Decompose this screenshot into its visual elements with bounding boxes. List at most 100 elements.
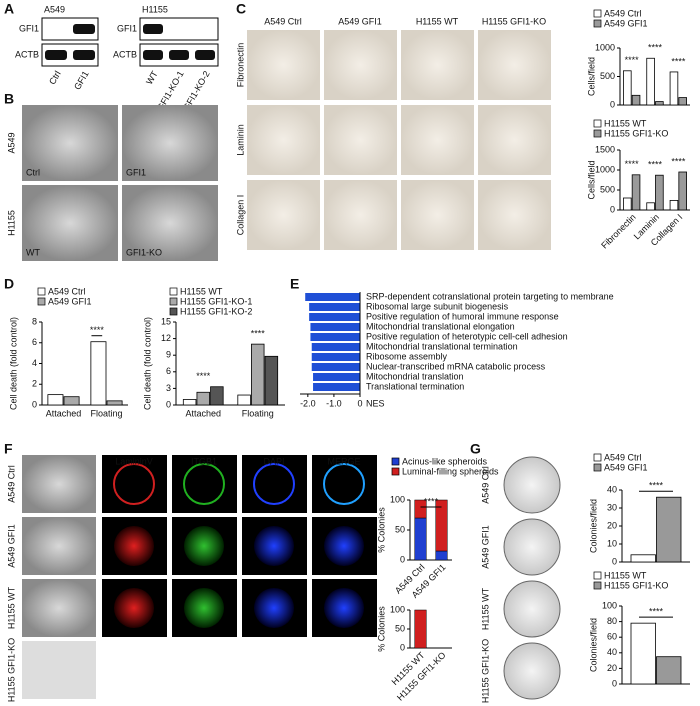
spheroid bbox=[114, 526, 154, 566]
migration-image bbox=[478, 105, 551, 175]
spheroid-image bbox=[22, 517, 96, 575]
legend-swatch bbox=[593, 9, 602, 18]
label: Cell death (fold control) bbox=[8, 317, 18, 410]
label: 1500 bbox=[595, 144, 615, 154]
label: 1000 bbox=[595, 42, 615, 52]
bar bbox=[309, 303, 360, 311]
migration-image bbox=[478, 30, 551, 100]
spheroid-image bbox=[312, 641, 377, 699]
bar bbox=[678, 97, 687, 106]
label: **** bbox=[625, 159, 640, 169]
label: WT bbox=[144, 69, 160, 87]
label: 20 bbox=[607, 663, 617, 673]
label: 2 bbox=[32, 379, 37, 389]
bar bbox=[311, 343, 360, 351]
bar bbox=[630, 554, 656, 563]
label: H1155 WT bbox=[604, 570, 647, 580]
label: A549 GFI1 bbox=[604, 18, 648, 28]
spheroid bbox=[253, 463, 295, 505]
spheroid-image bbox=[22, 455, 96, 513]
legend-swatch bbox=[593, 463, 602, 472]
bar bbox=[313, 383, 360, 391]
label: **** bbox=[671, 156, 686, 166]
spheroid-image bbox=[242, 641, 307, 699]
legend-swatch bbox=[593, 119, 602, 128]
label: 500 bbox=[600, 71, 615, 81]
colony-dish bbox=[503, 518, 561, 576]
label: SRP-dependent cotranslational protein ta… bbox=[366, 291, 614, 301]
label: WT bbox=[26, 247, 40, 257]
label: F bbox=[4, 441, 13, 457]
label: Colonies/field bbox=[588, 618, 598, 672]
micrograph bbox=[22, 105, 118, 181]
bar bbox=[309, 313, 360, 321]
label: GFI1-KO bbox=[126, 247, 162, 257]
label: GFI1 bbox=[117, 23, 137, 33]
bar bbox=[47, 394, 64, 406]
spheroid bbox=[254, 588, 294, 628]
migration-image bbox=[401, 30, 474, 100]
label: A549 GFI1 bbox=[6, 524, 16, 568]
label: GFI1 bbox=[19, 23, 39, 33]
bar bbox=[311, 353, 360, 361]
label: D bbox=[4, 276, 14, 292]
label: Fibronectin bbox=[599, 212, 638, 251]
migration-image bbox=[247, 180, 320, 250]
migration-image bbox=[401, 180, 474, 250]
colony-dish bbox=[503, 580, 561, 638]
label: % Colonies bbox=[376, 606, 386, 652]
label: 4 bbox=[32, 358, 37, 368]
label: Cells/field bbox=[586, 160, 596, 199]
band bbox=[195, 50, 215, 60]
spheroid bbox=[114, 588, 154, 628]
label: 8 bbox=[32, 316, 37, 326]
label: H1155 GFI1-KO bbox=[480, 639, 490, 703]
label: A549 Ctrl bbox=[480, 466, 490, 504]
micrograph bbox=[122, 105, 218, 181]
label: 9 bbox=[166, 350, 171, 360]
label: A549 GFI1 bbox=[480, 525, 490, 569]
bar bbox=[646, 202, 655, 211]
label: Attached bbox=[46, 408, 82, 418]
label: A549 GFI1 bbox=[48, 296, 92, 306]
migration-image bbox=[401, 105, 474, 175]
bar bbox=[631, 174, 641, 211]
label: Ctrl bbox=[47, 69, 63, 86]
bar bbox=[669, 71, 679, 106]
spheroid bbox=[323, 463, 365, 505]
label: Ctrl bbox=[26, 167, 40, 177]
label: **** bbox=[649, 481, 664, 491]
label: A549 GFI1 bbox=[338, 16, 382, 26]
bar bbox=[264, 355, 279, 406]
label: 100 bbox=[390, 494, 405, 504]
bar bbox=[656, 656, 682, 685]
legend-swatch bbox=[593, 129, 602, 138]
label: A549 bbox=[44, 4, 65, 14]
label: 6 bbox=[166, 366, 171, 376]
label: Nuclear-transcribed mRNA catabolic proce… bbox=[366, 361, 546, 371]
label: 100 bbox=[390, 604, 405, 614]
bar-segment bbox=[414, 517, 427, 561]
label: 40 bbox=[607, 647, 617, 657]
band bbox=[143, 24, 163, 34]
bar bbox=[631, 94, 641, 106]
label: Laminin bbox=[235, 124, 245, 156]
legend-swatch bbox=[593, 19, 602, 28]
micrograph bbox=[22, 185, 118, 261]
bar bbox=[678, 171, 687, 211]
label: A549 Ctrl bbox=[264, 16, 302, 26]
label: NES bbox=[366, 398, 385, 408]
bar bbox=[310, 323, 360, 331]
bar bbox=[310, 333, 360, 341]
bar bbox=[669, 199, 679, 211]
label: Acinus-like spheroids bbox=[402, 456, 488, 466]
label: 15 bbox=[161, 316, 171, 326]
micrograph bbox=[122, 185, 218, 261]
bar bbox=[630, 622, 656, 685]
bar bbox=[623, 70, 632, 106]
bar bbox=[63, 396, 80, 406]
label: DAPI bbox=[263, 456, 284, 466]
label: A549 Ctrl bbox=[48, 286, 86, 296]
label: H1155 WT bbox=[416, 16, 459, 26]
